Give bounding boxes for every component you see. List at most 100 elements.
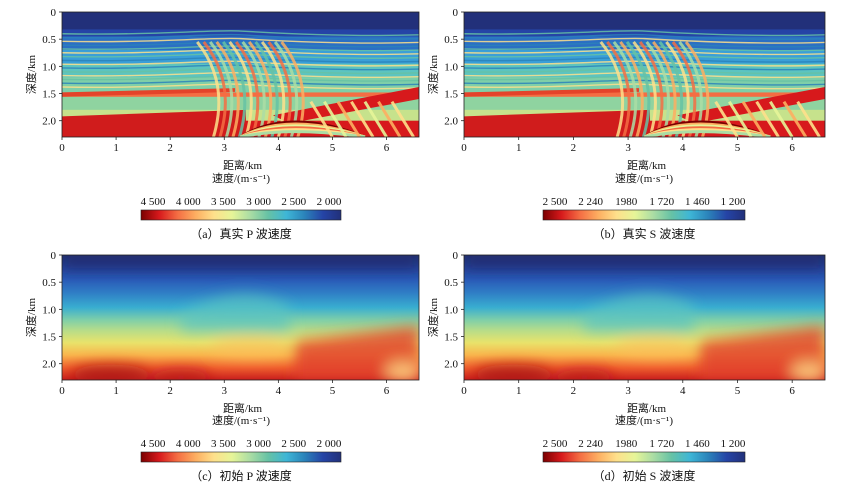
colorbar-tick-label: 3 500 xyxy=(211,438,236,450)
velocity-image xyxy=(464,12,825,137)
colorbar-tick-label: 1980 xyxy=(615,438,638,450)
x-tick-label: 5 xyxy=(735,142,741,154)
x-tick-label: 0 xyxy=(461,385,467,397)
x-tick-label: 2 xyxy=(167,385,173,397)
y-tick-label: 0.5 xyxy=(444,34,458,46)
y-tick-label: 1.5 xyxy=(42,89,56,101)
x-axis-label: 距离/km xyxy=(223,158,263,172)
colorbar-tick-label: 2 500 xyxy=(543,196,568,208)
colorbar-tick-label: 1 720 xyxy=(649,196,674,208)
colorbar-tick-label: 3 000 xyxy=(246,438,271,450)
colorbar-label: 速度/(m·s⁻¹) xyxy=(615,171,673,185)
y-tick-label: 2.0 xyxy=(42,116,56,128)
velocity-image xyxy=(464,255,825,380)
colorbar-tick-label: 1 460 xyxy=(685,196,710,208)
y-axis-label: 深度/km xyxy=(426,298,440,338)
x-tick-label: 6 xyxy=(789,142,795,154)
x-tick-label: 1 xyxy=(516,142,522,154)
colorbar-label: 速度/(m·s⁻¹) xyxy=(615,413,673,427)
x-axis-label: 距离/km xyxy=(627,401,667,415)
velocity-image xyxy=(62,255,419,380)
x-tick-label: 2 xyxy=(571,142,577,154)
y-axis-label: 深度/km xyxy=(24,55,38,95)
colorbar-tick-label: 3 500 xyxy=(211,196,236,208)
y-tick-label: 0 xyxy=(453,250,459,262)
colorbar-tick-label: 2 000 xyxy=(317,196,342,208)
x-tick-label: 3 xyxy=(222,142,228,154)
x-tick-label: 1 xyxy=(113,142,119,154)
colorbar-tick-label: 2 240 xyxy=(578,438,603,450)
x-tick-label: 4 xyxy=(276,142,282,154)
colorbar-tick-label: 2 500 xyxy=(281,196,306,208)
colorbar xyxy=(140,451,342,463)
colorbar xyxy=(140,209,342,221)
colorbar-tick-label: 4 000 xyxy=(176,438,201,450)
x-tick-label: 1 xyxy=(516,385,522,397)
colorbar-tick-label: 1 200 xyxy=(721,196,746,208)
colorbar-tick-label: 2 500 xyxy=(281,438,306,450)
y-tick-label: 2.0 xyxy=(444,359,458,371)
x-axis-label: 距离/km xyxy=(223,401,263,415)
colorbar-tick-label: 1 200 xyxy=(721,438,746,450)
y-tick-label: 1.5 xyxy=(444,332,458,344)
colorbar-tick-label: 4 500 xyxy=(141,196,166,208)
x-tick-label: 1 xyxy=(113,385,119,397)
panel-caption: （b）真实 S 波速度 xyxy=(593,226,696,241)
x-tick-label: 5 xyxy=(330,142,336,154)
x-tick-label: 3 xyxy=(625,385,631,397)
y-tick-label: 0.5 xyxy=(42,34,56,46)
colorbar xyxy=(542,451,746,463)
colorbar-label: 速度/(m·s⁻¹) xyxy=(212,413,270,427)
panel-c: 0 0.5 1.0 1.5 2.0 0 1 2 3 4 5 6 深度/km 距离/km速度/(m·s⁻¹)… xyxy=(24,250,420,483)
x-tick-label: 3 xyxy=(222,385,228,397)
y-axis-label: 深度/km xyxy=(426,55,440,95)
y-tick-label: 1.0 xyxy=(444,61,458,73)
y-tick-label: 1.0 xyxy=(42,304,56,316)
colorbar-label: 速度/(m·s⁻¹) xyxy=(212,171,270,185)
y-tick-label: 2.0 xyxy=(42,359,56,371)
y-tick-label: 0 xyxy=(51,7,57,19)
x-tick-label: 6 xyxy=(384,142,390,154)
panel-d: 0 0.5 1.0 1.5 2.0 0 1 2 3 4 5 6 深度/km 距离/km速度/(m·s⁻¹)… xyxy=(426,250,826,483)
x-tick-label: 0 xyxy=(461,142,467,154)
x-tick-label: 6 xyxy=(384,385,390,397)
colorbar-tick-label: 2 000 xyxy=(317,438,342,450)
velocity-image xyxy=(62,12,419,137)
x-tick-label: 6 xyxy=(789,385,795,397)
colorbar-tick-label: 4 000 xyxy=(176,196,201,208)
y-tick-label: 0 xyxy=(453,7,459,19)
x-axis-label: 距离/km xyxy=(627,158,667,172)
y-tick-label: 0.5 xyxy=(444,277,458,289)
plot-frame xyxy=(61,254,420,381)
y-tick-label: 0 xyxy=(51,250,57,262)
colorbar-tick-label: 2 240 xyxy=(578,196,603,208)
colorbar-tick-label: 4 500 xyxy=(141,438,166,450)
x-tick-label: 4 xyxy=(680,385,686,397)
x-tick-label: 2 xyxy=(167,142,173,154)
x-tick-label: 0 xyxy=(59,142,65,154)
x-tick-label: 4 xyxy=(680,142,686,154)
panel-caption: （a）真实 P 波速度 xyxy=(190,226,292,241)
colorbar-tick-label: 1 720 xyxy=(649,438,674,450)
colorbar-tick-label: 1 460 xyxy=(685,438,710,450)
panel-caption: （d）初始 S 波速度 xyxy=(593,468,696,483)
colorbar-tick-label: 2 500 xyxy=(543,438,568,450)
x-tick-label: 5 xyxy=(735,385,741,397)
x-tick-label: 2 xyxy=(571,385,577,397)
colorbar-tick-label: 3 000 xyxy=(246,196,271,208)
y-tick-label: 2.0 xyxy=(444,116,458,128)
y-tick-label: 1.5 xyxy=(444,89,458,101)
y-tick-label: 0.5 xyxy=(42,277,56,289)
x-tick-label: 0 xyxy=(59,385,65,397)
x-tick-label: 5 xyxy=(330,385,336,397)
x-tick-label: 3 xyxy=(625,142,631,154)
panel-caption: （c）初始 P 波速度 xyxy=(190,468,292,483)
plot-frame xyxy=(61,11,420,138)
y-tick-label: 1.0 xyxy=(42,61,56,73)
y-tick-label: 1.5 xyxy=(42,332,56,344)
colorbar-tick-label: 1980 xyxy=(615,196,638,208)
y-tick-label: 1.0 xyxy=(444,304,458,316)
plot-frame xyxy=(463,11,826,138)
plot-frame xyxy=(463,254,826,381)
